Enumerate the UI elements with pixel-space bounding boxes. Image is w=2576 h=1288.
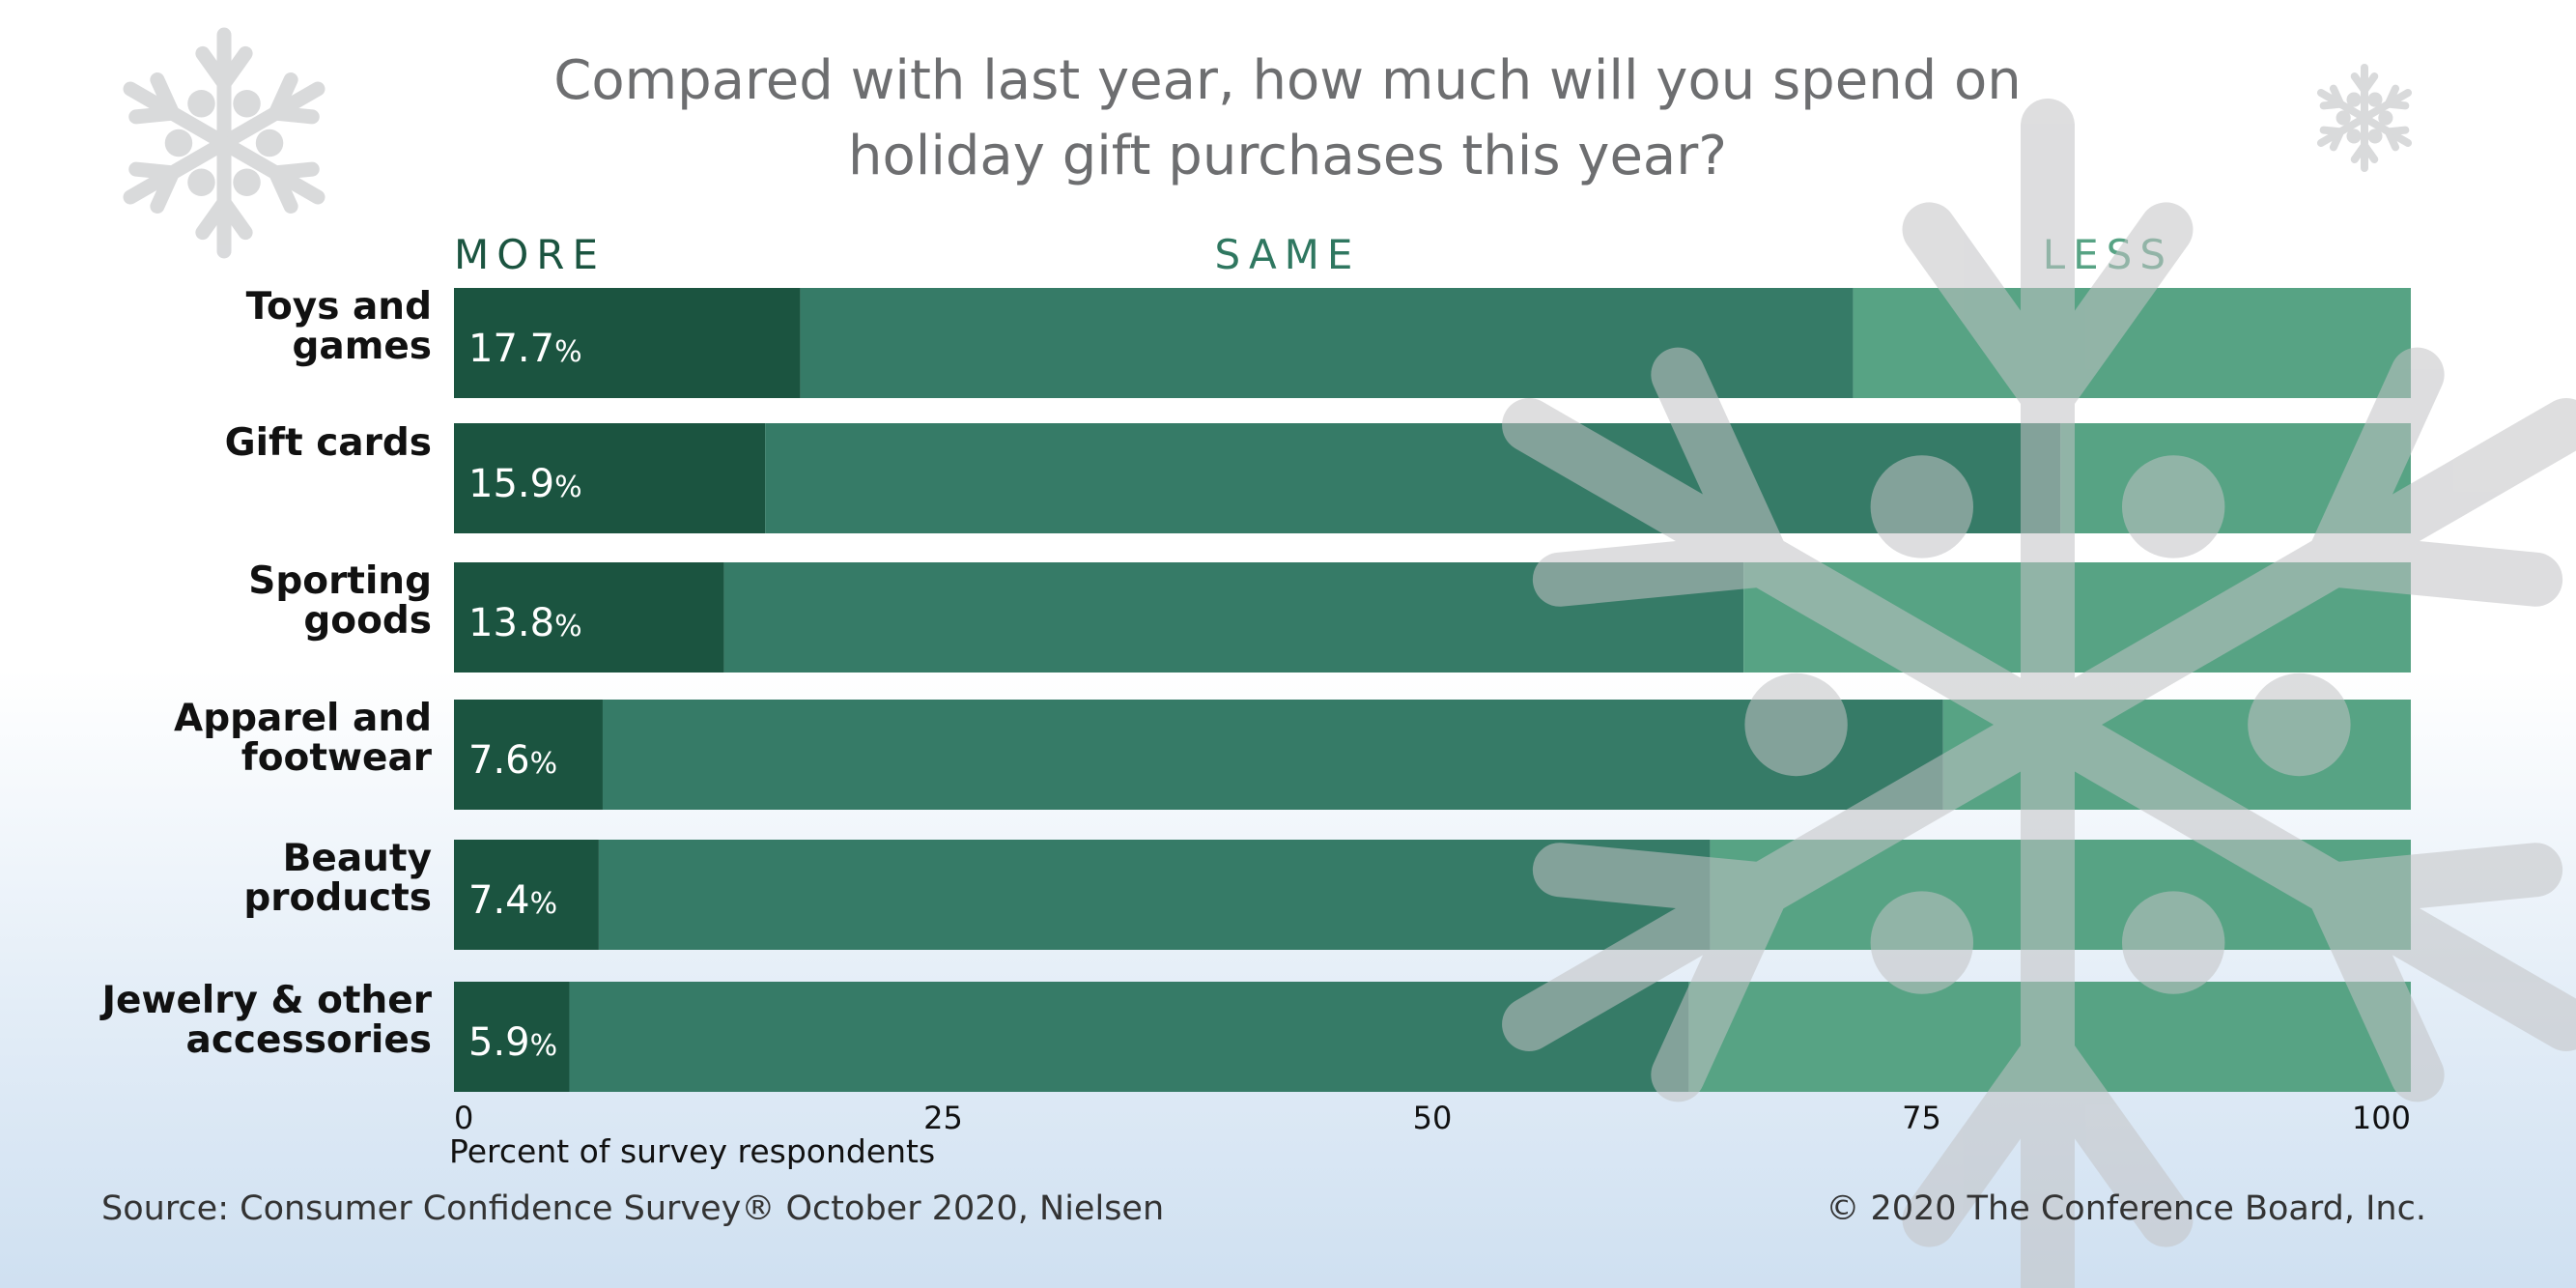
bar-more-6	[454, 982, 570, 1092]
column-header-more: MORE	[454, 231, 606, 278]
x-tick-label: 100	[2352, 1100, 2411, 1136]
chart-title-line-1: Compared with last year, how much will y…	[553, 49, 2022, 112]
category-label: products	[243, 876, 432, 920]
category-label: Sporting	[248, 559, 432, 603]
bar-more-2	[454, 423, 766, 533]
copyright-note: © 2020 The Conference Board, Inc.	[1826, 1189, 2426, 1228]
snowflake-icon	[2316, 64, 2413, 172]
category-label: Jewelry & other	[99, 979, 432, 1022]
x-axis-ticks: 0 25 50 75 100	[454, 1100, 2411, 1136]
snowflake-overlay-group	[1502, 99, 2576, 1288]
snowflake-icon	[123, 27, 326, 259]
bar-same-2	[765, 423, 2061, 533]
x-tick-label: 75	[1902, 1100, 1941, 1136]
category-label: Toys and	[246, 285, 432, 329]
bar-same-4	[602, 700, 1943, 810]
bar-more-1	[454, 288, 801, 398]
category-label: games	[292, 325, 432, 368]
column-header-same: SAME	[1215, 231, 1361, 278]
x-tick-label: 50	[1413, 1100, 1453, 1136]
bar-same-6	[569, 982, 1689, 1092]
source-note: Source: Consumer Confidence Survey® Octo…	[101, 1189, 1164, 1228]
bar-more-5	[454, 840, 599, 950]
snowflake-icon	[1502, 99, 2576, 1288]
x-tick-label: 0	[454, 1100, 473, 1136]
x-axis-title: Percent of survey respondents	[449, 1132, 935, 1170]
chart-title-line-2: holiday gift purchases this year?	[848, 125, 1727, 187]
x-tick-label: 25	[923, 1100, 963, 1136]
category-label: footwear	[241, 736, 433, 780]
category-label: Apparel and	[174, 697, 432, 740]
category-label: goods	[303, 599, 432, 643]
bar-more-4	[454, 700, 603, 810]
bar-more-3	[454, 562, 724, 673]
category-label: Gift cards	[225, 421, 432, 465]
bar-same-5	[598, 840, 1711, 950]
category-label: accessories	[186, 1018, 433, 1062]
category-label: Beauty	[283, 837, 432, 880]
snowflake-decor-group	[123, 27, 2413, 259]
